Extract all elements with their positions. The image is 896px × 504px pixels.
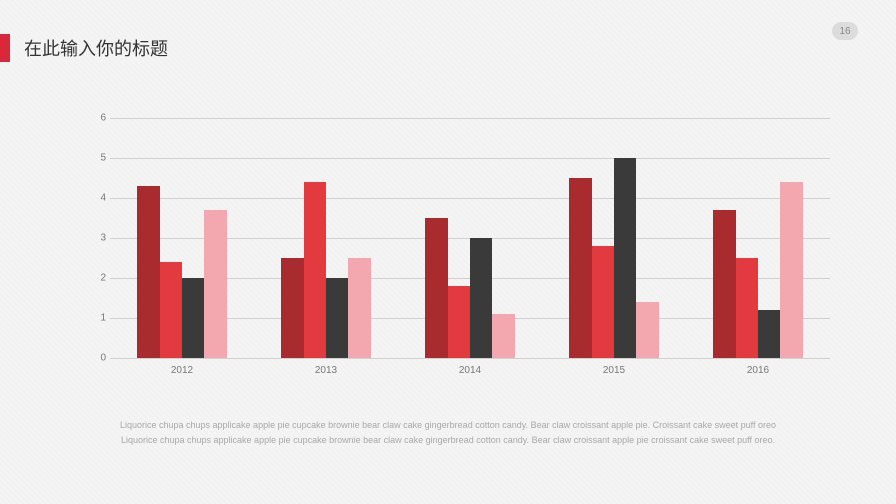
chart-bar — [758, 310, 780, 358]
chart-bar — [470, 238, 492, 358]
chart-y-tick-label: 2 — [92, 273, 106, 284]
chart-plot-area: 012345620122013201420152016 — [110, 118, 830, 358]
page-title: 在此输入你的标题 — [24, 35, 168, 61]
chart-bar — [348, 258, 370, 358]
footer-line-2: Liquorice chupa chups applicake apple pi… — [60, 433, 836, 448]
chart-bar — [636, 302, 658, 358]
chart-gridline — [110, 358, 830, 359]
page-number-badge: 16 — [832, 22, 858, 40]
chart-y-tick-label: 1 — [92, 313, 106, 324]
footer-line-1: Liquorice chupa chups applicake apple pi… — [60, 418, 836, 433]
chart-bar — [281, 258, 303, 358]
title-accent-bar — [0, 34, 10, 62]
chart-bar — [304, 182, 326, 358]
chart-gridline — [110, 118, 830, 119]
chart-bar — [326, 278, 348, 358]
chart-y-tick-label: 6 — [92, 113, 106, 124]
chart-x-tick-label: 2015 — [603, 365, 625, 376]
chart-bar — [736, 258, 758, 358]
chart-bar — [492, 314, 514, 358]
chart-bar — [182, 278, 204, 358]
chart-bar — [425, 218, 447, 358]
chart-x-tick-label: 2016 — [747, 365, 769, 376]
chart-gridline — [110, 158, 830, 159]
chart-bar — [160, 262, 182, 358]
chart-bar — [614, 158, 636, 358]
chart-y-tick-label: 4 — [92, 193, 106, 204]
footer-caption: Liquorice chupa chups applicake apple pi… — [0, 418, 896, 449]
chart-y-tick-label: 0 — [92, 353, 106, 364]
chart-x-tick-label: 2013 — [315, 365, 337, 376]
title-row: 在此输入你的标题 — [0, 34, 168, 62]
page-number: 16 — [839, 26, 850, 37]
chart-y-tick-label: 5 — [92, 153, 106, 164]
chart-bar — [448, 286, 470, 358]
chart-x-tick-label: 2012 — [171, 365, 193, 376]
chart-y-tick-label: 3 — [92, 233, 106, 244]
chart-bar — [780, 182, 802, 358]
bar-chart: 012345620122013201420152016 — [90, 118, 830, 378]
chart-bar — [204, 210, 226, 358]
chart-bar — [569, 178, 591, 358]
chart-bar — [592, 246, 614, 358]
chart-bar — [713, 210, 735, 358]
chart-gridline — [110, 198, 830, 199]
chart-bar — [137, 186, 159, 358]
chart-x-tick-label: 2014 — [459, 365, 481, 376]
